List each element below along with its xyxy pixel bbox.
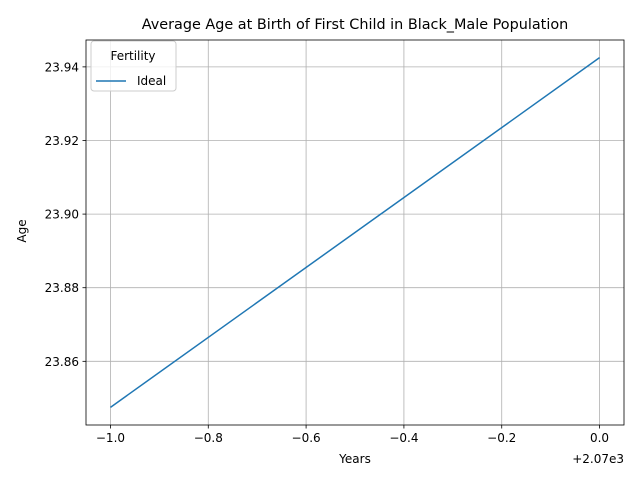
- y-axis-label: Age: [15, 219, 29, 242]
- axis-ticks: −1.0 −0.8 −0.6 −0.4 −0.2 0.0 23.86 23.88 23.90 23…: [45, 60, 609, 445]
- plot-frame: [85, 39, 625, 426]
- x-tick-label: −0.4: [389, 431, 418, 445]
- series-line-ideal: [110, 57, 600, 408]
- grid-lines: [86, 40, 624, 425]
- series-lines: [110, 57, 600, 408]
- y-tick-label: 23.86: [45, 355, 79, 369]
- x-tick-label: −1.0: [96, 431, 125, 445]
- y-tick-label: 23.94: [45, 60, 79, 74]
- x-tick-label: −0.6: [292, 431, 321, 445]
- y-tick-label: 23.88: [45, 281, 79, 295]
- chart-title: Average Age at Birth of First Child in B…: [142, 17, 569, 33]
- legend: Fertility Ideal: [90, 40, 177, 92]
- legend-box: [90, 40, 177, 92]
- x-axis-offset-label: +2.07e3: [572, 452, 624, 466]
- legend-label-ideal: Ideal: [137, 74, 166, 88]
- x-tick-label: −0.8: [194, 431, 223, 445]
- x-tick-label: 0.0: [590, 431, 609, 445]
- y-tick-label: 23.92: [45, 134, 79, 148]
- x-tick-label: −0.2: [487, 431, 516, 445]
- y-tick-label: 23.90: [45, 208, 79, 222]
- legend-title: Fertility: [110, 49, 155, 63]
- x-axis-label: Years: [338, 452, 371, 466]
